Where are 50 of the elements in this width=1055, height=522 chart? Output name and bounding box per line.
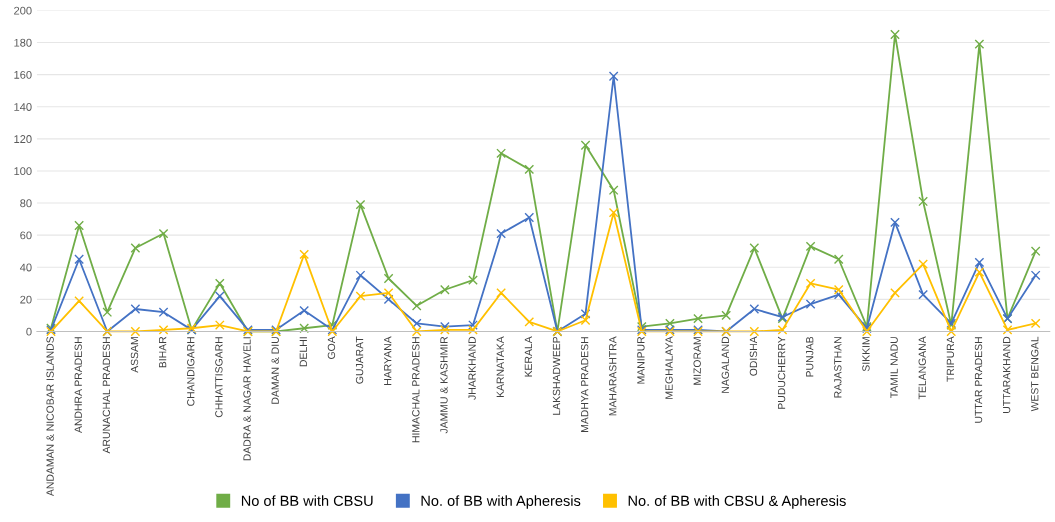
x-tick-label: ARUNACHAL PRADESH xyxy=(102,337,111,454)
x-tick-label: GOA xyxy=(327,336,336,359)
x-tick-label: KARNATAKA xyxy=(496,336,504,398)
x-tick-label: DADRA & NAGAR HAVELI xyxy=(243,337,251,461)
x-tick-label: MAHARASHTRA xyxy=(609,336,617,416)
y-tick-label: 0 xyxy=(26,327,32,336)
x-tick-label: TELANGANA xyxy=(918,336,926,400)
x-tick-label: KERALA xyxy=(524,336,532,377)
x-tick-label: BIHAR xyxy=(159,336,167,368)
x-tick-label: TRIPURA xyxy=(946,336,955,382)
x-tick-label: DELHI xyxy=(299,337,307,367)
x-tick-label: MEGHALAYA xyxy=(665,336,673,399)
y-tick-label: 160 xyxy=(14,70,32,79)
x-tick-label: MANIPUR xyxy=(637,336,645,384)
y-tick-label: 120 xyxy=(14,135,32,143)
legend-label: No. of BB with Apheresis xyxy=(421,495,581,509)
y-tick-label: 80 xyxy=(20,199,32,208)
x-tick-label: ASSAM xyxy=(130,337,139,373)
y-tick-label: 20 xyxy=(20,295,32,304)
y-tick-label: 40 xyxy=(19,263,32,272)
x-tick-label: UTTARAKHAND xyxy=(1003,336,1011,413)
x-tick-label: LAKSHADWEEP xyxy=(552,336,561,415)
x-tick-label: JAMMU & KASHMIR xyxy=(440,336,448,434)
x-tick-label: ANDAMAN & NICOBAR ISLANDS xyxy=(46,336,54,497)
y-tick-label: 200 xyxy=(14,6,32,15)
x-tick-label: MADHYA PRADESH xyxy=(580,337,589,432)
x-tick-label: JHARKHAND xyxy=(468,336,476,400)
x-tick-label: MIZORAM xyxy=(693,337,701,385)
x-tick-label: HIMACHAL PRADESH xyxy=(412,337,420,443)
x-tick-label: WEST BENGAL xyxy=(1031,336,1039,412)
y-tick-label: 140 xyxy=(14,103,32,111)
x-tick-label: GUJARAT xyxy=(355,336,364,384)
x-tick-label: UTTAR PRADESH xyxy=(974,337,983,423)
y-tick-label: 100 xyxy=(14,167,32,176)
x-tick-label: DAMAN & DIU xyxy=(271,337,279,404)
legend-label: No of BB with CBSU xyxy=(241,495,373,506)
y-tick-label: 60 xyxy=(20,231,32,240)
x-tick-label: SIKKIM xyxy=(862,337,870,372)
x-tick-label: PUDUCHERRY xyxy=(777,336,786,409)
x-tick-label: ODISHA xyxy=(749,336,758,376)
x-tick-label: PUNJAB xyxy=(806,336,814,377)
x-tick-label: RAJASTHAN xyxy=(834,337,842,398)
x-tick-label: ANDHRA PRADESH xyxy=(74,337,82,433)
x-tick-label: TAMIL NADU xyxy=(890,337,898,399)
y-tick-label: 180 xyxy=(14,38,32,47)
x-tick-label: HARYANA xyxy=(384,336,392,385)
x-tick-label: CHANDIGARH xyxy=(187,337,195,406)
x-tick-label: NAGALAND xyxy=(721,336,729,393)
legend-label: No. of BB with CBSU & Apheresis xyxy=(628,495,846,509)
x-tick-label: CHHATTISGARH xyxy=(215,337,223,418)
